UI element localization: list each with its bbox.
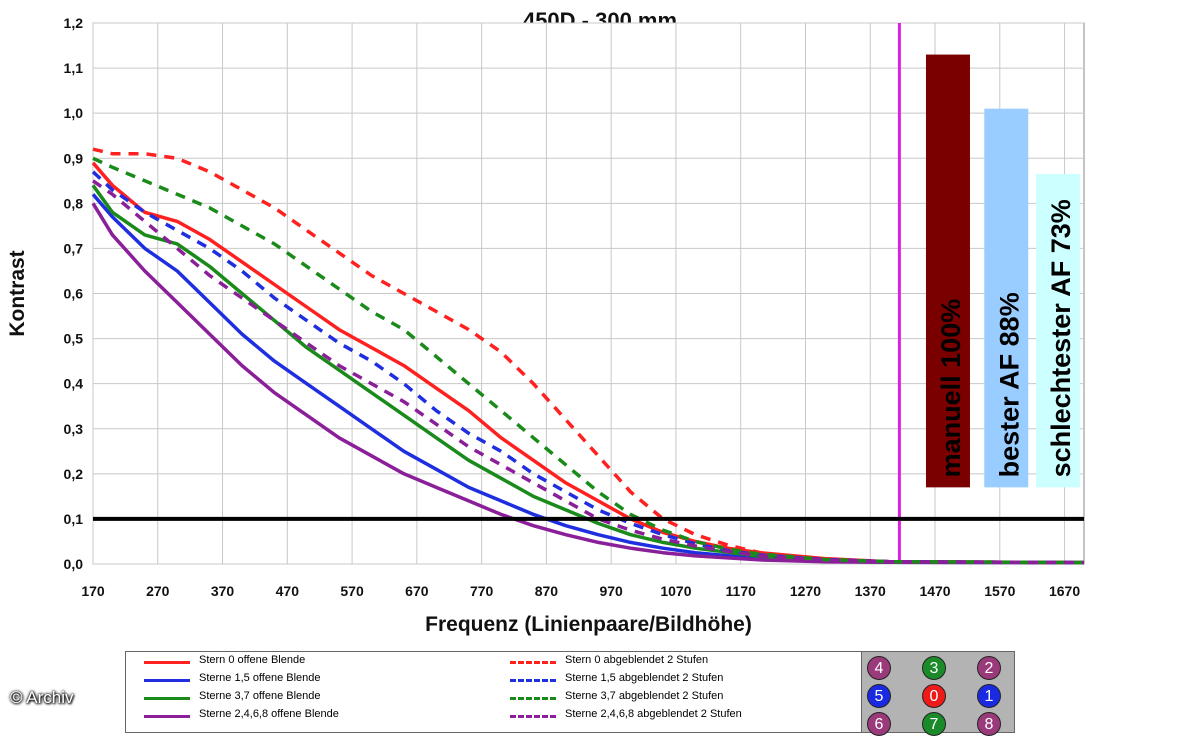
x-tick-label: 870 <box>535 583 559 599</box>
x-tick-label: 170 <box>81 583 105 599</box>
star-dot: 7 <box>922 712 946 736</box>
legend-label: Sterne 1,5 abgeblendet 2 Stufen <box>565 672 724 684</box>
y-tick-label: 1,2 <box>64 15 84 31</box>
y-axis-label: Kontrast <box>6 250 29 336</box>
legend-swatch <box>510 715 556 718</box>
y-tick-label: 0,5 <box>64 331 84 347</box>
legend: Stern 0 offene Blende Stern 0 abgeblende… <box>125 651 862 733</box>
bar-label: manuell 100% <box>936 299 966 478</box>
legend-label: Sterne 2,4,6,8 abgeblendet 2 Stufen <box>565 708 742 720</box>
y-tick-label: 1,1 <box>64 60 84 76</box>
annotation-bar <box>925 54 970 488</box>
x-axis-label: Frequenz (Linienpaare/Bildhöhe) <box>425 613 752 636</box>
legend-swatch <box>144 661 190 664</box>
star-dot: 0 <box>922 684 946 708</box>
bar-label: schlechtester AF 73% <box>1046 199 1076 477</box>
legend-label: Sterne 1,5 offene Blende <box>199 672 321 684</box>
star-dot: 5 <box>867 684 891 708</box>
x-tick-label: 1170 <box>726 583 757 599</box>
legend-swatch <box>510 679 556 682</box>
star-dot: 2 <box>977 656 1001 680</box>
y-tick-label: 0,4 <box>64 376 84 392</box>
x-tick-label: 1070 <box>660 583 691 599</box>
annotation-bar <box>984 108 1029 488</box>
legend-swatch <box>510 661 556 664</box>
bar-label: bester AF 88% <box>994 292 1024 477</box>
series-line <box>92 147 1085 565</box>
legend-swatch <box>144 715 190 718</box>
copyright-text: © Archiv <box>10 688 74 707</box>
x-tick-label: 570 <box>340 583 364 599</box>
y-tick-label: 0,2 <box>64 466 84 482</box>
x-tick-label: 470 <box>276 583 300 599</box>
y-tick-label: 0,8 <box>64 195 84 211</box>
y-tick-label: 0,1 <box>64 511 84 527</box>
star-dot: 6 <box>867 712 891 736</box>
x-tick-label: 1370 <box>855 583 886 599</box>
series-line <box>91 161 1085 565</box>
x-tick-label: 770 <box>470 583 494 599</box>
x-tick-label: 1570 <box>984 583 1015 599</box>
x-tick-label: 970 <box>599 583 623 599</box>
annotation-bar <box>1036 174 1081 488</box>
series-line <box>92 179 1085 565</box>
y-tick-label: 0,9 <box>64 150 84 166</box>
y-tick-label: 0,0 <box>64 556 84 572</box>
legend-label: Sterne 2,4,6,8 offene Blende <box>199 708 339 720</box>
series-line <box>91 202 1085 565</box>
star-dot: 4 <box>867 656 891 680</box>
legend-label: Stern 0 offene Blende <box>199 654 306 666</box>
legend-label: Sterne 3,7 offene Blende <box>199 690 321 702</box>
mtf-chart: 170 270 370 470 570 670 770 870 970 1070 1170 1270 1… <box>6 15 1085 636</box>
x-tick-label: 1670 <box>1049 583 1080 599</box>
x-tick-label: 270 <box>146 583 170 599</box>
y-tick-label: 1,0 <box>64 105 84 121</box>
x-tick-label: 370 <box>211 583 235 599</box>
series-line <box>92 156 1085 565</box>
star-position-grid: 4 3 2 5 0 1 6 7 8 <box>861 651 1015 736</box>
y-tick-label: 0,6 <box>64 286 84 302</box>
y-tick-label: 0,3 <box>64 421 84 437</box>
legend-swatch <box>144 697 190 700</box>
star-dot: 1 <box>977 684 1001 708</box>
x-tick-label: 670 <box>405 583 429 599</box>
star-dot: 8 <box>977 712 1001 736</box>
x-tick-label: 1270 <box>790 583 821 599</box>
legend-swatch <box>510 697 556 700</box>
y-tick-label: 0,7 <box>64 240 84 256</box>
legend-swatch <box>144 679 190 682</box>
series-line <box>91 193 1085 565</box>
star-dot: 3 <box>922 656 946 680</box>
legend-label: Sterne 3,7 abgeblendet 2 Stufen <box>565 690 724 702</box>
legend-label: Stern 0 abgeblendet 2 Stufen <box>565 654 709 666</box>
x-tick-label: 1470 <box>919 583 950 599</box>
